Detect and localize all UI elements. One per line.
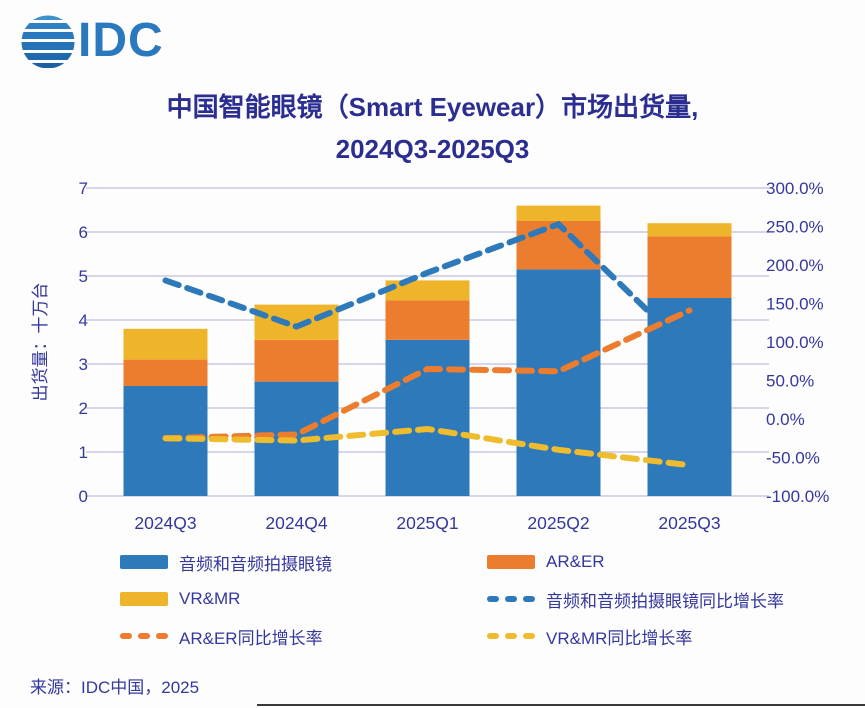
legend-item-ar-er-yoy: AR&ER同比增长率 (120, 627, 323, 648)
bar-vr-mr-2025Q2 (516, 205, 601, 221)
left-axis-tick: 7 (79, 179, 88, 198)
bar-ar-er-2025Q3 (647, 236, 732, 298)
left-axis-tick: 0 (79, 487, 88, 506)
idc-logo: IDC (20, 12, 164, 70)
x-axis-tick: 2024Q3 (134, 513, 196, 533)
bar-vr-mr-2024Q4 (254, 304, 339, 340)
left-axis-tick: 1 (79, 443, 88, 462)
chart-title: 中国智能眼镜（Smart Eyewear）市场出货量, 2024Q3-2025Q… (0, 86, 865, 170)
bar-ar-er-2025Q1 (385, 300, 470, 340)
line-vr-mr-yoy (162, 425, 693, 469)
left-axis-tick: 2 (79, 399, 88, 418)
bar-ar-er-2024Q3 (123, 359, 208, 386)
legend-label-vr-mr-yoy: VR&MR同比增长率 (546, 628, 693, 648)
right-axis-tick: 250.0% (766, 218, 824, 237)
legend-swatch-ar-er (487, 555, 535, 569)
idc-globe-icon (21, 15, 75, 68)
right-axis-tick: 200.0% (766, 256, 824, 275)
right-axis-tick: -100.0% (766, 487, 829, 506)
right-axis-tick: 50.0% (766, 372, 814, 391)
bar-vr-mr-2024Q3 (123, 328, 208, 360)
right-axis-tick: 100.0% (766, 333, 824, 352)
legend-item-vr-mr: VR&MR (120, 589, 241, 608)
bottom-divider (257, 704, 865, 706)
chart-canvas: 0 1 2 3 4 5 6 7 -100.0% -50.0% 0.0% 50.0% 100.0% 150.… (31, 179, 829, 533)
right-axis-tick: 150.0% (766, 295, 824, 314)
bar-vr-mr-2025Q3 (647, 223, 732, 237)
legend-swatch-ar-er-yoy (120, 632, 168, 640)
right-axis-tick: 300.0% (766, 179, 824, 198)
legend-label-vr-mr: VR&MR (179, 589, 241, 608)
chart: 0 1 2 3 4 5 6 7 -100.0% -50.0% 0.0% 50.0% 100.0% 150.… (31, 179, 829, 533)
source-note: 来源：IDC中国，2025 (30, 678, 200, 697)
bar-ar-er-2024Q4 (254, 339, 339, 382)
x-axis-tick: 2024Q4 (265, 513, 328, 533)
bar-vr-mr-2025Q1 (385, 280, 470, 301)
chart-title-line2: 2024Q3-2025Q3 (335, 134, 530, 164)
legend-item-vr-mr-yoy: VR&MR同比增长率 (487, 627, 692, 648)
right-axis-tick: 0.0% (766, 410, 805, 429)
x-axis-tick: 2025Q1 (396, 513, 458, 533)
legend-label-ar-er-yoy: AR&ER同比增长率 (179, 628, 323, 648)
left-axis-tick: 5 (79, 267, 88, 286)
legend-swatch-audio-glasses (120, 555, 168, 569)
legend-label-ar-er: AR&ER (546, 552, 605, 571)
legend-swatch-vr-mr-yoy (487, 632, 535, 640)
legend-item-ar-er: AR&ER (487, 552, 605, 571)
idc-logo-text: IDC (78, 14, 164, 67)
left-axis-tick: 3 (79, 355, 88, 374)
line-audio-glasses-yoy (162, 220, 693, 355)
x-axis-tick: 2025Q2 (527, 513, 589, 533)
left-axis-tick: 4 (79, 311, 88, 330)
axis-labels: 0 1 2 3 4 5 6 7 -100.0% -50.0% 0.0% 50.0% 100.0% 150.… (31, 179, 829, 533)
legend-item-audio-glasses: 音频和音频拍摄眼镜 (120, 553, 332, 574)
bar-audio-glasses-2025Q1 (385, 339, 470, 496)
legend-label-audio-glasses: 音频和音频拍摄眼镜 (179, 554, 332, 574)
bar-audio-glasses-2025Q3 (647, 298, 732, 496)
bar-audio-glasses-2025Q2 (516, 269, 601, 496)
legend-swatch-vr-mr (120, 592, 168, 606)
bar-ar-er-2025Q2 (516, 221, 601, 270)
legend-item-audio-glasses-yoy: 音频和音频拍摄眼镜同比增长率 (487, 590, 784, 611)
legend-label-audio-glasses-yoy: 音频和音频拍摄眼镜同比增长率 (546, 591, 784, 611)
line-ar-er-yoy (162, 307, 693, 442)
legend-swatch-audio-glasses-yoy (487, 595, 535, 603)
left-axis-tick: 6 (79, 223, 88, 242)
x-axis-tick: 2025Q3 (658, 513, 720, 533)
chart-title-line1: 中国智能眼镜（Smart Eyewear）市场出货量, (166, 92, 699, 122)
right-axis-tick: -50.0% (766, 449, 820, 468)
y-axis-title: 出货量：十万台 (31, 283, 50, 402)
